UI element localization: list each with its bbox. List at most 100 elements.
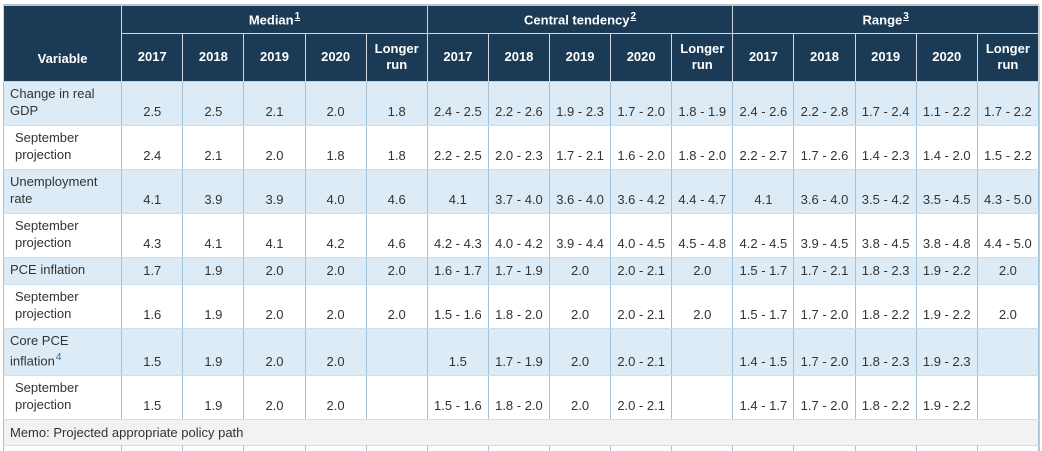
cell-median-2018: 4.1 [182, 212, 245, 258]
cell-range-2019: 1.4 - 3.6 [854, 444, 917, 451]
cell-median-2018: 3.9 [182, 168, 245, 214]
cell-range-2019: 3.5 - 4.2 [854, 168, 917, 214]
year-header-median-2020: 2020 [304, 32, 367, 82]
cell-median-2018: 2.5 [182, 80, 245, 126]
cell-median-2019: 4.1 [243, 212, 306, 258]
cell-range-2017: 1.5 - 1.7 [732, 256, 795, 285]
variable-column-header: Variable [2, 4, 123, 82]
cell-median-2017: 2.4 [121, 124, 184, 170]
row-label-text: Federal funds rate [10, 450, 116, 451]
group-header-central-tendency: Central tendency2 [426, 4, 734, 34]
cell-range-longer-run: 2.3 - 3.0 [976, 444, 1040, 451]
year-header-range-2017: 2017 [732, 32, 795, 82]
footnote-3-link[interactable]: 3 [903, 11, 909, 23]
cell-central-2018: 1.8 - 2.0 [487, 283, 551, 329]
cell-central-longer-run [671, 327, 734, 376]
cell-range-2019: 1.8 - 2.3 [854, 256, 917, 285]
cell-central-longer-run [671, 374, 734, 420]
cell-range-2020: 1.9 - 2.2 [915, 256, 978, 285]
cell-central-2017: 1.5 - 1.6 [426, 374, 489, 420]
cell-central-2019: 2.0 [548, 374, 612, 420]
year-header-median-longer-run: Longer run [365, 32, 428, 82]
group-header-range: Range3 [732, 4, 1039, 34]
cell-range-longer-run: 2.0 [976, 283, 1040, 329]
year-header-range-longer-run: Longer run [976, 32, 1040, 82]
cell-median-2018: 1.9 [182, 327, 245, 376]
cell-median-2019: 2.0 [243, 374, 306, 420]
cell-median-2019: 2.7 [243, 444, 306, 451]
cell-median-longer-run: 2.8 [365, 444, 428, 451]
cell-median-2019: 2.0 [243, 256, 306, 285]
cell-central-2018: 1.9 - 2.4 [487, 444, 551, 451]
row-label-text: Change in real GDP [10, 85, 95, 118]
cell-range-2019: 3.8 - 4.5 [854, 212, 917, 258]
group-label-median: Median [248, 12, 294, 28]
cell-median-2017: 1.5 [121, 374, 184, 420]
memo-row: Memo: Projected appropriate policy path [3, 418, 1039, 446]
cell-central-2019: 3.9 - 4.4 [548, 212, 612, 258]
cell-range-2018: 1.7 - 2.0 [793, 374, 856, 420]
footnote-2-link[interactable]: 2 [630, 11, 637, 23]
row-label-september-projection: September projection [2, 374, 123, 420]
cell-median-2020: 3.1 [304, 444, 367, 451]
cell-central-2020: 2.0 - 2.1 [610, 327, 673, 376]
cell-median-longer-run: 4.6 [365, 212, 428, 258]
cell-central-2019: 2.0 [548, 327, 612, 376]
cell-median-2018: 1.9 [182, 283, 245, 329]
cell-median-2020: 2.0 [304, 256, 367, 285]
cell-range-2020: 1.9 - 2.3 [915, 327, 978, 376]
cell-median-longer-run [365, 327, 428, 376]
cell-range-2020: 1.9 - 2.2 [915, 374, 978, 420]
cell-median-2019: 2.0 [243, 283, 306, 329]
cell-range-2020: 1.1 - 2.2 [915, 80, 978, 126]
footnote-1-link[interactable]: 1 [294, 11, 301, 23]
cell-median-2017: 4.3 [121, 212, 184, 258]
cell-median-2019: 2.0 [243, 124, 306, 170]
table-row-core-pce-inflation: Core PCE inflation4 1.5 1.9 2.0 2.0 1.5 1.7 - … [2, 327, 1040, 376]
cell-central-2018: 1.8 - 2.0 [487, 374, 551, 420]
row-label-unemployment-rate: Unemployment rate [2, 168, 123, 214]
footnote-4-link[interactable]: 4 [55, 351, 62, 363]
memo-row-label: Memo: Projected appropriate policy path [3, 418, 1039, 446]
year-header-central-tendency-longer-run: Longer run [671, 32, 734, 82]
cell-median-2020: 2.0 [304, 327, 367, 376]
row-label-federal-funds-rate: Federal funds rate [2, 444, 123, 451]
cell-central-2018: 1.7 - 1.9 [487, 256, 551, 285]
cell-median-longer-run: 4.6 [365, 168, 428, 214]
cell-central-longer-run: 1.8 - 2.0 [671, 124, 734, 170]
cell-range-2018: 1.7 - 2.1 [793, 256, 856, 285]
cell-median-2017: 1.5 [121, 327, 184, 376]
row-label-text: PCE inflation [10, 261, 86, 277]
cell-median-2017: 1.6 [121, 283, 184, 329]
cell-central-2020: 4.0 - 4.5 [610, 212, 673, 258]
cell-median-2017: 1.4 [121, 444, 184, 451]
cell-central-2018: 1.7 - 1.9 [487, 327, 551, 376]
year-header-central-tendency-2020: 2020 [610, 32, 673, 82]
cell-median-2020: 1.8 [304, 124, 367, 170]
cell-median-longer-run: 2.0 [365, 283, 428, 329]
cell-range-2017: 1.1 - 1.4 [732, 444, 795, 451]
cell-central-longer-run: 2.0 [671, 283, 734, 329]
table-body: Change in real GDP 2.5 2.5 2.1 2.0 1.8 2.4 - 2… [2, 80, 1040, 451]
cell-central-2018: 3.7 - 4.0 [487, 168, 551, 214]
row-label-text: Unemployment rate [10, 173, 98, 206]
row-label-change-in-real-gdp: Change in real GDP [2, 80, 123, 126]
cell-range-2017: 2.4 - 2.6 [732, 80, 795, 126]
cell-central-2017: 4.2 - 4.3 [426, 212, 489, 258]
cell-central-2020: 2.0 - 2.1 [610, 256, 673, 285]
cell-range-2019: 1.8 - 2.3 [854, 327, 917, 376]
cell-central-2017: 1.4 [426, 444, 489, 451]
year-header-range-2020: 2020 [915, 32, 978, 82]
year-header-range-2019: 2019 [854, 32, 917, 82]
table-row-september-projection: September projection 2.4 2.1 2.0 1.8 1.8 2.2 -… [2, 124, 1040, 170]
cell-range-longer-run: 2.0 [976, 256, 1040, 285]
cell-central-2017: 1.6 - 1.7 [426, 256, 489, 285]
cell-range-2017: 1.4 - 1.7 [732, 374, 795, 420]
cell-range-2020: 3.8 - 4.8 [915, 212, 978, 258]
cell-range-longer-run: 1.7 - 2.2 [976, 80, 1040, 126]
cell-range-2018: 1.7 - 2.6 [793, 124, 856, 170]
cell-median-2020: 2.0 [304, 283, 367, 329]
cell-central-longer-run: 1.8 - 1.9 [671, 80, 734, 126]
cell-range-2019: 1.7 - 2.4 [854, 80, 917, 126]
